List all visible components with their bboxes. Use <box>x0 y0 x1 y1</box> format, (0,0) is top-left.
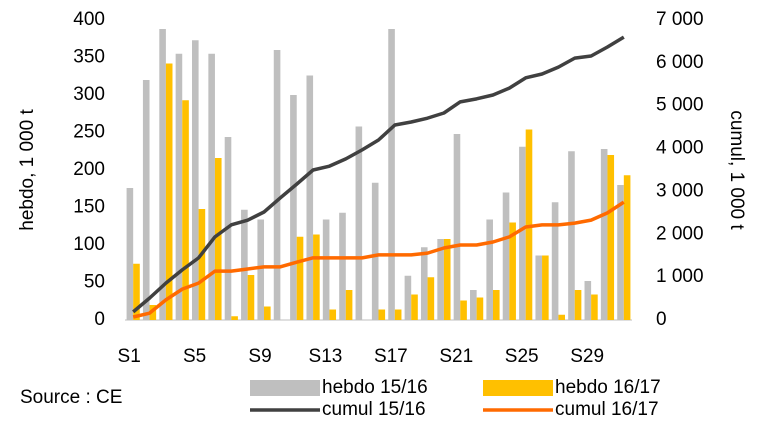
bar <box>558 314 566 320</box>
bar <box>600 149 608 320</box>
bar <box>165 63 173 320</box>
y-tick-label: 50 <box>84 272 105 293</box>
bar <box>476 297 484 320</box>
x-tick-label: S25 <box>505 346 539 367</box>
bar <box>142 80 150 320</box>
x-tick-label: S1 <box>118 346 141 367</box>
bar <box>371 182 379 320</box>
bar <box>264 306 271 320</box>
bar <box>404 275 412 320</box>
bar <box>345 290 353 320</box>
bar <box>427 277 435 320</box>
bar <box>420 247 428 320</box>
line <box>132 35 625 314</box>
bar <box>247 275 255 320</box>
bar <box>231 316 238 320</box>
bar <box>542 255 549 320</box>
x-tick-label: S9 <box>248 346 271 367</box>
bar <box>584 281 592 320</box>
y2-tick-label: 7 000 <box>656 9 704 30</box>
bar <box>551 202 559 320</box>
bar <box>159 29 166 320</box>
y2-tick-label: 0 <box>656 309 667 330</box>
bar <box>329 309 337 320</box>
bar <box>460 300 467 320</box>
x-tick-label: S29 <box>570 346 604 367</box>
bar <box>470 290 477 320</box>
x-tick-label: S13 <box>309 346 343 367</box>
bar <box>607 155 615 320</box>
bar <box>486 219 493 320</box>
legend-label: hebdo 16/17 <box>555 377 661 398</box>
bar <box>355 126 363 320</box>
bar <box>191 40 199 320</box>
bar <box>296 236 304 320</box>
y-tick-label: 100 <box>73 234 105 255</box>
bar <box>175 53 183 320</box>
line <box>132 200 625 319</box>
legend-label: hebdo 15/16 <box>322 377 428 398</box>
y2-axis-label: cumul, 1 000 t <box>726 110 747 230</box>
bar <box>273 50 281 320</box>
bar <box>574 290 582 320</box>
bar <box>437 239 444 320</box>
source: Source : CE <box>20 387 122 408</box>
legend-label: cumul 16/17 <box>555 399 659 420</box>
x-tick-label: S17 <box>374 346 408 367</box>
bar <box>502 192 510 320</box>
bar <box>182 100 189 320</box>
bar <box>509 222 516 320</box>
bar <box>568 151 575 320</box>
bar <box>394 309 402 320</box>
bar <box>535 255 543 320</box>
bar <box>378 309 386 320</box>
bar <box>617 185 624 320</box>
bar <box>492 290 500 320</box>
y-tick-label: 250 <box>73 122 105 143</box>
bar <box>208 53 215 320</box>
bar <box>322 219 330 320</box>
y-tick-label: 200 <box>73 159 105 180</box>
bar <box>443 239 451 320</box>
legend-swatch <box>250 380 320 396</box>
y-axis-label: hebdo, 1 000 t <box>17 109 38 231</box>
bar <box>290 95 297 320</box>
bar <box>133 263 140 320</box>
bar <box>519 146 526 320</box>
y-tick-label: 0 <box>94 309 105 330</box>
y2-tick-label: 3 000 <box>656 180 704 201</box>
bar <box>623 175 631 320</box>
bar <box>306 75 314 320</box>
bar <box>257 219 265 320</box>
bar <box>198 209 206 320</box>
bar <box>339 212 346 320</box>
bar <box>126 188 134 320</box>
y-tick-label: 300 <box>73 84 105 105</box>
legend-label: cumul 15/16 <box>322 399 426 420</box>
bar <box>591 294 598 320</box>
y2-tick-label: 1 000 <box>656 266 704 287</box>
x-tick-label: S5 <box>183 346 206 367</box>
bar <box>388 29 395 320</box>
y2-tick-label: 2 000 <box>656 223 704 244</box>
bar <box>214 158 222 320</box>
y2-tick-label: 6 000 <box>656 52 704 73</box>
y-tick-label: 350 <box>73 47 105 68</box>
y-tick-label: 400 <box>73 9 105 30</box>
bar <box>453 134 461 320</box>
x-tick-label: S21 <box>439 346 473 367</box>
y2-tick-label: 5 000 <box>656 95 704 116</box>
bar <box>411 294 418 320</box>
bar <box>241 209 248 320</box>
legend-swatch <box>483 380 553 396</box>
bar <box>525 129 533 320</box>
bar <box>313 234 320 320</box>
y2-tick-label: 4 000 <box>656 138 704 159</box>
y-tick-label: 150 <box>73 197 105 218</box>
